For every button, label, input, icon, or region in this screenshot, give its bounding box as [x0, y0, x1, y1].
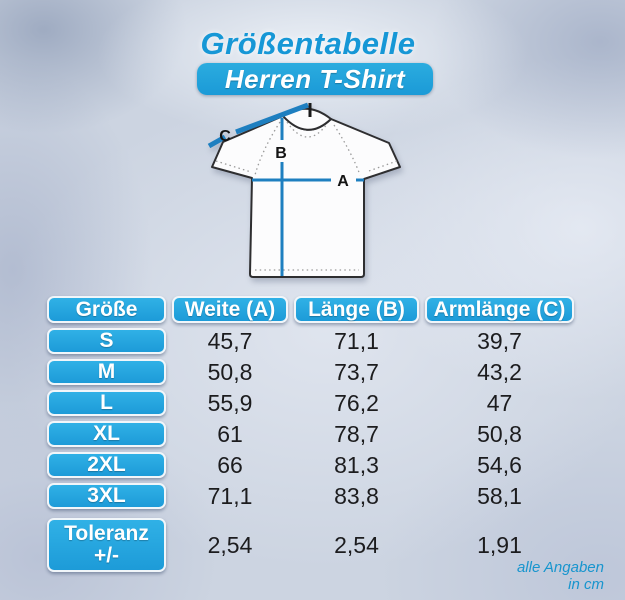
value-laenge-l: 76,2 [334, 389, 379, 416]
tolerance-label-line1: Toleranz [64, 522, 149, 545]
tshirt-measurement-diagram: A B C [207, 102, 401, 278]
value-armlaenge-3xl: 58,1 [477, 482, 522, 509]
tolerance-label-line2: +/- [93, 544, 120, 567]
value-weite-l: 55,9 [207, 389, 253, 416]
tolerance-laenge: 2,54 [334, 531, 379, 558]
stitch-lines [215, 121, 398, 271]
tolerance-label-cell: Toleranz +/- [47, 518, 166, 572]
tshirt-body [211, 115, 401, 278]
value-weite-3xl: 71,1 [207, 482, 253, 509]
units-note-line2: in cm [568, 576, 604, 593]
size-cell-2xl: 2XL [47, 452, 166, 478]
size-cell-m: M [47, 359, 166, 385]
size-cell-l: L [47, 390, 166, 416]
value-laenge-3xl: 83,8 [334, 482, 379, 509]
value-weite-xl: 61 [217, 420, 243, 447]
measurement-lines [207, 102, 364, 276]
label-b: B [275, 145, 287, 162]
value-laenge-s: 71,1 [334, 327, 379, 354]
value-weite-s: 45,7 [207, 327, 253, 354]
value-laenge-xl: 78,7 [334, 420, 379, 447]
col-header-weite: Weite (A) [172, 296, 288, 323]
value-armlaenge-s: 39,7 [477, 327, 522, 354]
measurement-labels: A B C [219, 128, 349, 190]
tolerance-row: Toleranz +/- 2,54 2,54 1,91 [47, 518, 574, 572]
subtitle-badge: Herren T-Shirt [197, 63, 433, 95]
label-a: A [337, 173, 349, 190]
tolerance-armlaenge: 1,91 [477, 531, 522, 558]
size-cell-xl: XL [47, 421, 166, 447]
value-armlaenge-m: 43,2 [477, 358, 522, 385]
col-header-armlaenge: Armlänge (C) [425, 296, 574, 323]
col-header-laenge: Länge (B) [294, 296, 419, 323]
value-weite-2xl: 66 [217, 451, 243, 478]
col-header-groesse: Größe [47, 296, 166, 323]
size-cell-s: S [47, 328, 166, 354]
size-cell-3xl: 3XL [47, 483, 166, 509]
units-note: alle Angaben in cm [517, 559, 604, 593]
value-laenge-m: 73,7 [334, 358, 379, 385]
value-armlaenge-2xl: 54,6 [477, 451, 522, 478]
value-armlaenge-l: 47 [486, 389, 513, 416]
value-armlaenge-xl: 50,8 [477, 420, 522, 447]
measure-line-c [207, 102, 309, 149]
size-table: Größe Weite (A) Länge (B) Armlänge (C) S… [47, 296, 574, 509]
value-laenge-2xl: 81,3 [334, 451, 379, 478]
page-title: Größentabelle [200, 26, 416, 61]
label-c: C [219, 128, 231, 145]
tolerance-weite: 2,54 [207, 531, 253, 558]
units-note-line1: alle Angaben [516, 559, 604, 576]
subtitle-badge-label: Herren T-Shirt [224, 63, 406, 94]
value-weite-m: 50,8 [207, 358, 253, 385]
